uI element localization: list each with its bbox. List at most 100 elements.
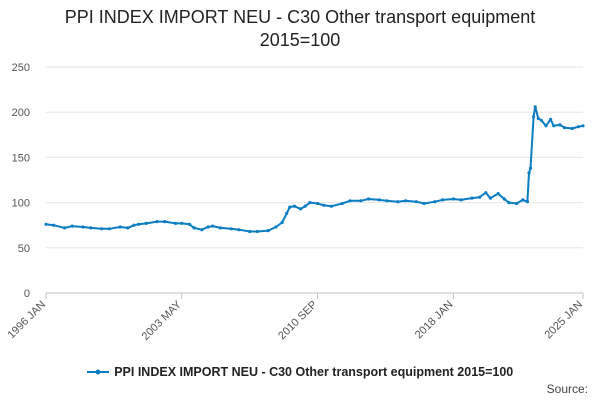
data-point[interactable] bbox=[255, 229, 259, 234]
data-point[interactable] bbox=[359, 199, 363, 203]
data-point[interactable] bbox=[285, 211, 289, 215]
data-point[interactable] bbox=[527, 171, 531, 175]
data-point[interactable] bbox=[422, 201, 426, 206]
x-tick-label: 1996 JAN bbox=[5, 299, 48, 342]
data-point[interactable] bbox=[581, 124, 585, 128]
y-tick-label: 100 bbox=[12, 198, 30, 210]
data-point[interactable] bbox=[484, 191, 488, 195]
data-point[interactable] bbox=[396, 200, 400, 204]
legend[interactable]: PPI INDEX IMPORT NEU - C30 Other transpo… bbox=[0, 364, 600, 379]
data-point[interactable] bbox=[377, 198, 381, 202]
data-point[interactable] bbox=[525, 200, 530, 204]
data-point[interactable] bbox=[515, 201, 519, 206]
data-point[interactable] bbox=[316, 201, 320, 206]
data-point[interactable] bbox=[532, 115, 536, 119]
chart-title-line1: PPI INDEX IMPORT NEU - C30 Other transpo… bbox=[64, 7, 536, 27]
data-point[interactable] bbox=[137, 222, 141, 226]
data-point[interactable] bbox=[478, 195, 482, 199]
data-point[interactable] bbox=[496, 192, 500, 196]
data-point[interactable] bbox=[366, 197, 371, 201]
legend-swatch bbox=[86, 369, 109, 375]
x-tick-label: 2003 MAY bbox=[140, 298, 185, 343]
data-point[interactable] bbox=[70, 224, 74, 228]
data-point[interactable] bbox=[441, 198, 445, 202]
x-tick-label: 2010 SEP bbox=[276, 299, 320, 343]
data-point[interactable] bbox=[288, 205, 292, 209]
y-tick-label: 0 bbox=[24, 288, 30, 300]
data-point[interactable] bbox=[280, 220, 284, 225]
data-point[interactable] bbox=[459, 198, 463, 202]
data-point[interactable] bbox=[118, 225, 122, 229]
data-point[interactable] bbox=[303, 204, 307, 208]
data-point[interactable] bbox=[329, 204, 334, 208]
data-point[interactable] bbox=[266, 229, 270, 233]
data-point[interactable] bbox=[433, 200, 437, 204]
data-point[interactable] bbox=[174, 221, 178, 225]
data-point[interactable] bbox=[248, 229, 252, 234]
data-point[interactable] bbox=[558, 123, 562, 127]
data-point[interactable] bbox=[155, 220, 159, 224]
data-point[interactable] bbox=[308, 201, 312, 205]
data-point[interactable] bbox=[539, 118, 543, 122]
data-point[interactable] bbox=[81, 225, 85, 229]
data-point[interactable] bbox=[322, 203, 326, 207]
data-point[interactable] bbox=[126, 226, 130, 230]
data-point[interactable] bbox=[62, 226, 67, 230]
data-point[interactable] bbox=[211, 224, 215, 228]
data-point[interactable] bbox=[385, 199, 389, 203]
data-point[interactable] bbox=[348, 199, 352, 203]
x-axis: 1996 JAN 2003 MAY 2010 SEP 2018 JAN 2025 JAN bbox=[5, 292, 585, 343]
y-tick-label: 250 bbox=[12, 62, 30, 74]
source-label: Source: bbox=[546, 382, 588, 396]
data-point[interactable] bbox=[507, 201, 511, 205]
gridlines bbox=[46, 66, 583, 294]
x-tick-label: 2018 JAN bbox=[413, 299, 456, 342]
data-point[interactable] bbox=[528, 166, 533, 170]
data-point[interactable] bbox=[292, 204, 296, 208]
data-point[interactable] bbox=[229, 227, 233, 231]
data-point[interactable] bbox=[163, 220, 167, 224]
data-point[interactable] bbox=[144, 221, 148, 225]
y-tick-label: 200 bbox=[12, 107, 30, 119]
data-point[interactable] bbox=[100, 227, 104, 231]
legend-label: PPI INDEX IMPORT NEU - C30 Other transpo… bbox=[114, 364, 514, 379]
y-tick-label: 50 bbox=[18, 243, 30, 255]
data-point[interactable] bbox=[576, 125, 581, 129]
data-point[interactable] bbox=[340, 201, 344, 206]
data-point[interactable] bbox=[536, 116, 540, 121]
data-point[interactable] bbox=[192, 226, 196, 230]
data-point[interactable] bbox=[470, 196, 474, 200]
data-point[interactable] bbox=[218, 226, 222, 230]
data-point[interactable] bbox=[299, 207, 303, 211]
data-point[interactable] bbox=[502, 197, 506, 201]
data-point[interactable] bbox=[132, 223, 136, 227]
data-point[interactable] bbox=[414, 200, 418, 204]
data-point[interactable] bbox=[52, 223, 56, 227]
data-point[interactable] bbox=[562, 126, 567, 130]
data-point[interactable] bbox=[451, 197, 455, 201]
data-point[interactable] bbox=[89, 226, 93, 230]
data-point[interactable] bbox=[180, 221, 184, 225]
data-point[interactable] bbox=[237, 228, 241, 232]
data-point[interactable] bbox=[488, 196, 492, 200]
series-layer bbox=[44, 105, 585, 234]
data-point[interactable] bbox=[403, 199, 408, 203]
data-point[interactable] bbox=[206, 225, 210, 229]
data-point[interactable] bbox=[521, 198, 525, 202]
chart-title-line2: 2015=100 bbox=[259, 30, 341, 50]
data-point[interactable] bbox=[187, 222, 192, 226]
y-axis: 0 50 100 150 200 250 bbox=[12, 62, 30, 300]
x-tick-label: 2025 JAN bbox=[542, 299, 585, 342]
data-point[interactable] bbox=[533, 105, 537, 109]
y-tick-label: 150 bbox=[12, 152, 30, 164]
data-point[interactable] bbox=[44, 222, 48, 226]
data-point[interactable] bbox=[274, 225, 278, 229]
data-point[interactable] bbox=[570, 126, 574, 131]
data-point[interactable] bbox=[544, 124, 548, 128]
data-point[interactable] bbox=[200, 228, 204, 232]
data-point[interactable] bbox=[549, 117, 553, 121]
series-line bbox=[45, 105, 584, 233]
data-point[interactable] bbox=[552, 124, 556, 128]
data-point[interactable] bbox=[107, 227, 111, 231]
